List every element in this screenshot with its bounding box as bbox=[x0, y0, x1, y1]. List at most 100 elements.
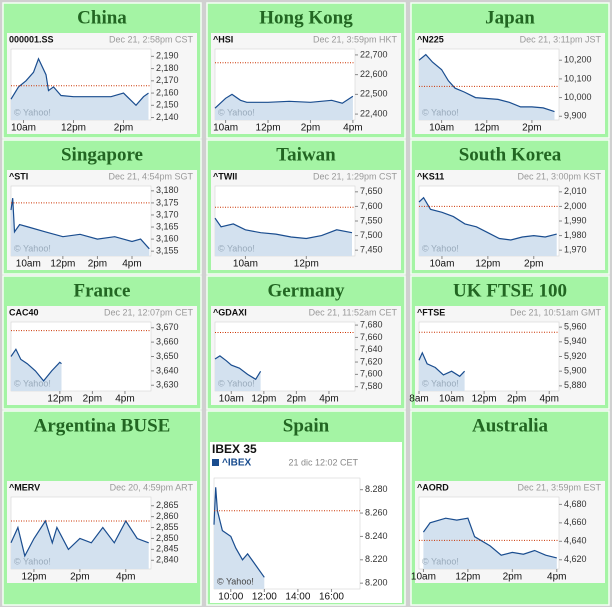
watermark: © Yahoo! bbox=[14, 107, 51, 117]
x-tick-label: 10:00 bbox=[218, 592, 243, 603]
x-tick-label: 2pm bbox=[524, 259, 543, 270]
y-tick-label: 8.240 bbox=[365, 531, 388, 541]
panel-title: China bbox=[77, 7, 127, 28]
x-tick-label: 4pm bbox=[115, 394, 134, 405]
x-tick-label: 2pm bbox=[83, 394, 102, 405]
ticker: ^AORD bbox=[417, 482, 449, 492]
panel-title: Japan bbox=[485, 7, 535, 28]
ticker: ^STI bbox=[9, 171, 28, 181]
date: Dec 20, 4:59pm ART bbox=[110, 482, 194, 492]
y-tick-label: 5,880 bbox=[564, 380, 587, 390]
x-tick-label: 12pm bbox=[256, 123, 281, 134]
x-tick-label: 4pm bbox=[547, 572, 566, 583]
y-tick-label: 3,165 bbox=[156, 221, 179, 231]
y-tick-label: 3,660 bbox=[156, 337, 179, 347]
x-tick-label: 8am bbox=[409, 394, 428, 405]
y-tick-label: 8.220 bbox=[365, 554, 388, 564]
line bbox=[418, 351, 466, 378]
area bbox=[423, 518, 557, 569]
y-tick-label: 2,170 bbox=[156, 75, 179, 85]
y-tick-label: 2,010 bbox=[564, 186, 587, 196]
y-tick-label: 3,170 bbox=[156, 209, 179, 219]
area bbox=[419, 197, 557, 256]
ticker: ^TWII bbox=[213, 171, 237, 181]
watermark: © Yahoo! bbox=[14, 378, 51, 388]
y-tick-label: 7,650 bbox=[360, 186, 383, 196]
x-tick-label: 12pm bbox=[455, 572, 480, 583]
x-tick-label: 12pm bbox=[474, 123, 499, 134]
y-tick-label: 2,865 bbox=[156, 500, 179, 510]
x-tick-label: 12pm bbox=[251, 394, 276, 405]
x-tick-label: 12pm bbox=[294, 259, 319, 270]
line bbox=[10, 519, 149, 558]
area bbox=[11, 521, 149, 569]
date: Dec 21, 3:00pm KST bbox=[517, 171, 601, 181]
legend-label: ^IBEX bbox=[222, 458, 252, 469]
panel-title: South Korea bbox=[459, 144, 562, 165]
date: 21 dic 12:02 CET bbox=[288, 457, 358, 467]
ticker: ^KS11 bbox=[417, 171, 444, 181]
y-tick-label: 2,000 bbox=[564, 201, 587, 211]
x-tick-label: 14:00 bbox=[285, 592, 310, 603]
y-tick-label: 5,960 bbox=[564, 322, 587, 332]
x-tick-label: 10am bbox=[233, 259, 258, 270]
x-tick-label: 12pm bbox=[472, 394, 497, 405]
y-tick-label: 10,100 bbox=[564, 73, 592, 83]
y-tick-label: 3,160 bbox=[156, 233, 179, 243]
watermark: © Yahoo! bbox=[422, 243, 459, 253]
y-tick-label: 4,620 bbox=[564, 554, 587, 564]
y-tick-label: 5,920 bbox=[564, 351, 587, 361]
y-tick-label: 10,200 bbox=[564, 55, 592, 65]
y-tick-label: 7,450 bbox=[360, 245, 383, 255]
y-tick-label: 8.280 bbox=[365, 484, 388, 494]
y-tick-label: 1,980 bbox=[564, 230, 587, 240]
date: Dec 21, 12:07pm CET bbox=[104, 307, 194, 317]
ticker: ^GDAXI bbox=[213, 307, 247, 317]
x-tick-label: 10am bbox=[439, 394, 464, 405]
y-tick-label: 22,700 bbox=[360, 49, 388, 59]
y-tick-label: 2,850 bbox=[156, 533, 179, 543]
watermark: © Yahoo! bbox=[218, 107, 255, 117]
line bbox=[213, 487, 265, 578]
ticker: ^MERV bbox=[9, 482, 40, 492]
x-tick-label: 4pm bbox=[540, 394, 559, 405]
y-tick-label: 9,900 bbox=[564, 111, 587, 121]
panel-title: Hong Kong bbox=[259, 7, 353, 28]
panel-title: Singapore bbox=[61, 144, 143, 165]
y-tick-label: 2,845 bbox=[156, 544, 179, 554]
y-tick-label: 7,640 bbox=[360, 344, 383, 354]
y-tick-label: 7,680 bbox=[360, 319, 383, 329]
area bbox=[11, 349, 62, 391]
y-tick-label: 5,940 bbox=[564, 336, 587, 346]
y-tick-label: 8.260 bbox=[365, 507, 388, 517]
y-tick-label: 7,550 bbox=[360, 215, 383, 225]
area bbox=[214, 487, 265, 589]
x-tick-label: 2pm bbox=[88, 259, 107, 270]
ticker: ^N225 bbox=[417, 34, 444, 44]
x-tick-label: 4pm bbox=[116, 572, 135, 583]
y-tick-label: 3,650 bbox=[156, 351, 179, 361]
y-tick-label: 3,640 bbox=[156, 365, 179, 375]
ticker: CAC40 bbox=[9, 307, 39, 317]
area bbox=[215, 218, 352, 256]
watermark: © Yahoo! bbox=[218, 378, 255, 388]
date: Dec 21, 3:59pm EST bbox=[517, 482, 601, 492]
y-tick-label: 7,660 bbox=[360, 332, 383, 342]
area bbox=[215, 355, 261, 391]
x-tick-label: 12pm bbox=[21, 572, 46, 583]
y-tick-label: 2,190 bbox=[156, 51, 179, 61]
line bbox=[10, 348, 62, 382]
y-tick-label: 3,175 bbox=[156, 197, 179, 207]
watermark: © Yahoo! bbox=[217, 576, 254, 586]
x-tick-label: 4pm bbox=[319, 394, 338, 405]
area bbox=[419, 352, 465, 391]
x-tick-label: 12pm bbox=[61, 123, 86, 134]
date: Dec 21, 3:59pm HKT bbox=[313, 34, 398, 44]
date: Dec 21, 4:54pm SGT bbox=[108, 171, 193, 181]
watermark: © Yahoo! bbox=[14, 556, 51, 566]
x-tick-label: 10am bbox=[16, 259, 41, 270]
line bbox=[422, 517, 557, 559]
panel-title: Spain bbox=[283, 415, 330, 436]
line bbox=[10, 198, 150, 250]
